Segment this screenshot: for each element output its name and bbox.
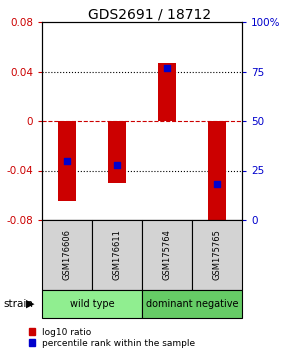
Text: GDS2691 / 18712: GDS2691 / 18712 [88, 8, 212, 22]
Text: ▶: ▶ [26, 299, 34, 309]
Point [64, 158, 69, 164]
Bar [58, 121, 76, 201]
Text: GSM176606: GSM176606 [62, 229, 71, 280]
Text: wild type: wild type [70, 299, 114, 309]
Bar [108, 121, 126, 183]
Point [165, 65, 170, 70]
Bar [158, 63, 176, 121]
Point [115, 162, 119, 167]
Bar [208, 121, 226, 224]
Text: GSM175764: GSM175764 [163, 229, 172, 280]
Legend: log10 ratio, percentile rank within the sample: log10 ratio, percentile rank within the … [28, 327, 195, 348]
Text: strain: strain [3, 299, 33, 309]
Text: dominant negative: dominant negative [146, 299, 238, 309]
Text: GSM175765: GSM175765 [212, 229, 221, 280]
Point [214, 182, 219, 187]
Text: GSM176611: GSM176611 [112, 229, 122, 280]
